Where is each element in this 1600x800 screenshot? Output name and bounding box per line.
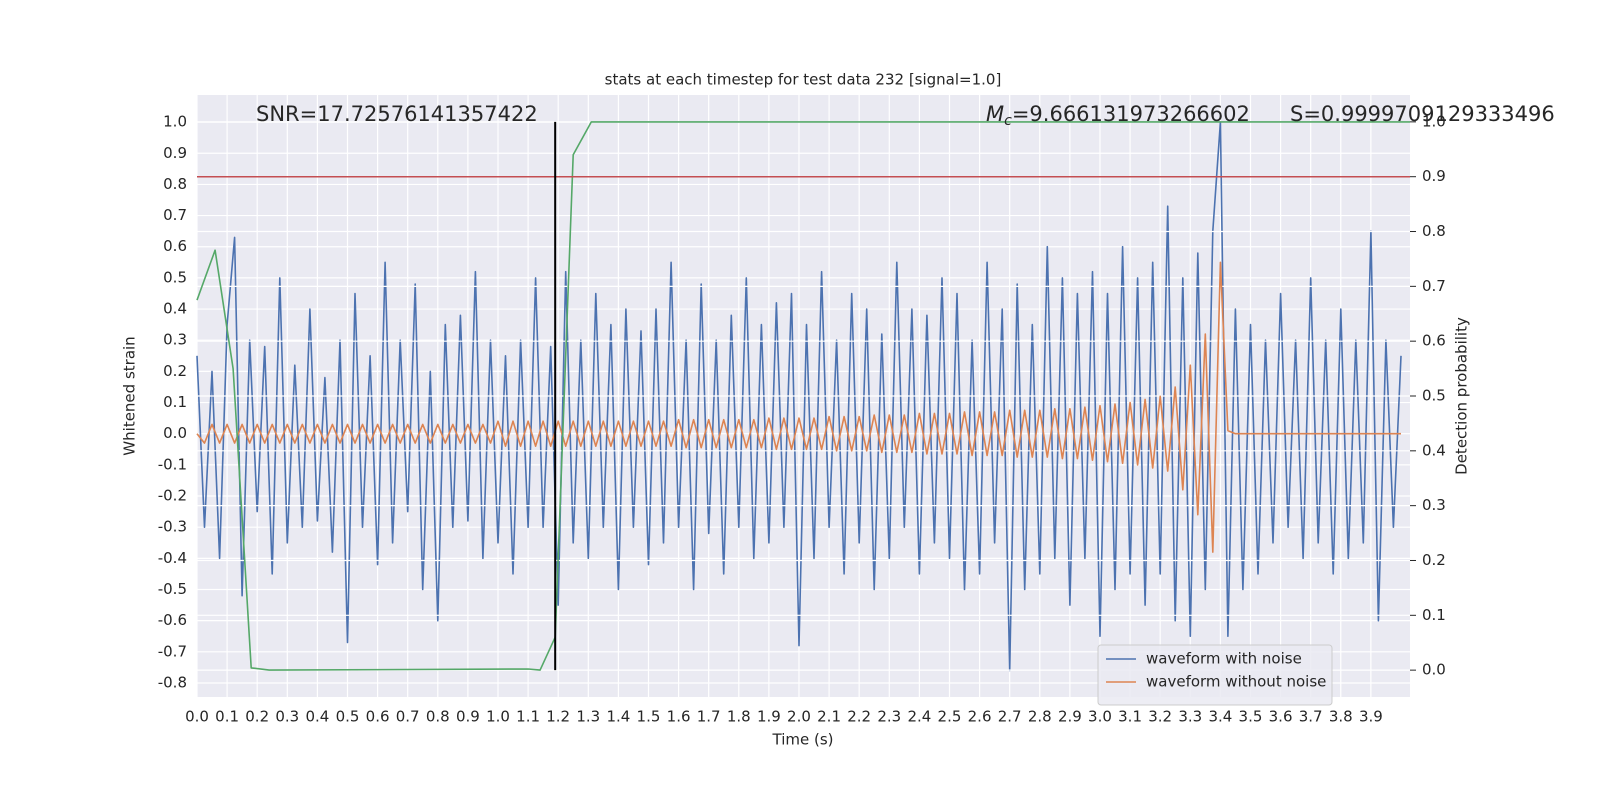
y-tick-label: 0.7 bbox=[163, 206, 187, 224]
mc-sub: c bbox=[1004, 113, 1012, 129]
y-tick-label: 0.6 bbox=[163, 237, 187, 255]
x-tick-label: 1.7 bbox=[697, 708, 721, 726]
x-tick-label: 2.7 bbox=[998, 708, 1022, 726]
y-tick-label: 1.0 bbox=[163, 113, 187, 131]
x-tick-label: 3.5 bbox=[1239, 708, 1263, 726]
x-tick-label: 2.6 bbox=[968, 708, 992, 726]
x-tick-label: 1.3 bbox=[576, 708, 600, 726]
x-tick-label: 2.2 bbox=[847, 708, 871, 726]
x-tick-label: 0.3 bbox=[275, 708, 299, 726]
y2-tick-label: 0.3 bbox=[1422, 496, 1446, 514]
mc-symbol: M bbox=[986, 102, 1004, 126]
x-tick-label: 3.6 bbox=[1269, 708, 1293, 726]
x-tick-label: 1.9 bbox=[757, 708, 781, 726]
x-tick-label: 1.2 bbox=[546, 708, 570, 726]
y-tick-label: -0.1 bbox=[158, 455, 187, 473]
x-tick-label: 3.8 bbox=[1329, 708, 1353, 726]
x-tick-label: 2.5 bbox=[938, 708, 962, 726]
y-tick-label: -0.4 bbox=[158, 549, 187, 567]
x-tick-label: 1.8 bbox=[727, 708, 751, 726]
y-tick-label: -0.3 bbox=[158, 518, 187, 536]
series-line bbox=[196, 121, 1402, 672]
y-tick-label: -0.6 bbox=[158, 611, 187, 629]
y-tick-label: -0.7 bbox=[158, 642, 187, 660]
chart-title: stats at each timestep for test data 232… bbox=[605, 71, 1002, 89]
x-tick-label: 0.6 bbox=[366, 708, 390, 726]
y2-tick-label: 1.0 bbox=[1422, 112, 1446, 130]
x-tick-label: 1.5 bbox=[637, 708, 661, 726]
x-axis-label: Time (s) bbox=[772, 731, 834, 749]
s-annotation: S=0.9999709129333496 bbox=[1290, 102, 1555, 126]
y-tick-label: 0.2 bbox=[163, 362, 187, 380]
x-tick-label: 2.0 bbox=[787, 708, 811, 726]
y-tick-label: 0.9 bbox=[163, 144, 187, 162]
x-tick-label: 2.4 bbox=[907, 708, 931, 726]
y-tick-label: 0.3 bbox=[163, 331, 187, 349]
y-tick-label: -0.8 bbox=[158, 673, 187, 691]
x-tick-label: 3.7 bbox=[1299, 708, 1323, 726]
x-tick-label: 3.3 bbox=[1178, 708, 1202, 726]
y2-tick-label: 0.7 bbox=[1422, 277, 1446, 295]
y-tick-label: 0.8 bbox=[163, 175, 187, 193]
y-tick-label: -0.2 bbox=[158, 487, 187, 505]
y2-axis-label: Detection probability bbox=[1453, 317, 1471, 475]
x-tick-label: 3.9 bbox=[1359, 708, 1383, 726]
snr-annotation: SNR=17.72576141357422 bbox=[256, 102, 538, 126]
y-tick-label: 0.1 bbox=[163, 393, 187, 411]
x-tick-label: 0.4 bbox=[305, 708, 329, 726]
x-tick-label: 3.4 bbox=[1208, 708, 1232, 726]
x-tick-label: 0.7 bbox=[396, 708, 420, 726]
x-tick-label: 2.1 bbox=[817, 708, 841, 726]
x-tick-label: 3.1 bbox=[1118, 708, 1142, 726]
y2-tick-label: 0.5 bbox=[1422, 387, 1446, 405]
y-tick-label: 0.5 bbox=[163, 268, 187, 286]
x-tick-label: 0.0 bbox=[185, 708, 209, 726]
y-axis-label: Whitened strain bbox=[121, 336, 139, 455]
y-tick-label: 0.4 bbox=[163, 300, 187, 318]
x-tick-label: 1.0 bbox=[486, 708, 510, 726]
x-tick-label: 3.0 bbox=[1088, 708, 1112, 726]
x-tick-label: 1.6 bbox=[667, 708, 691, 726]
mc-value: =9.666131973266602 bbox=[1012, 102, 1250, 126]
x-tick-label: 0.2 bbox=[245, 708, 269, 726]
legend-label: waveform without noise bbox=[1146, 673, 1326, 691]
legend-label: waveform with noise bbox=[1146, 650, 1302, 668]
x-tick-label: 0.9 bbox=[456, 708, 480, 726]
y2-tick-label: 0.8 bbox=[1422, 222, 1446, 240]
y2-tick-label: 0.9 bbox=[1422, 167, 1446, 185]
x-tick-label: 1.1 bbox=[516, 708, 540, 726]
x-tick-label: 2.3 bbox=[877, 708, 901, 726]
x-tick-label: 2.9 bbox=[1058, 708, 1082, 726]
x-tick-label: 0.1 bbox=[215, 708, 239, 726]
mc-annotation: Mc=9.666131973266602 bbox=[986, 102, 1250, 129]
y2-tick-label: 0.2 bbox=[1422, 551, 1446, 569]
x-tick-label: 1.4 bbox=[606, 708, 630, 726]
series-line bbox=[196, 121, 1410, 671]
y2-tick-label: 0.6 bbox=[1422, 332, 1446, 350]
x-tick-label: 3.2 bbox=[1148, 708, 1172, 726]
x-tick-label: 0.8 bbox=[426, 708, 450, 726]
x-tick-label: 0.5 bbox=[336, 708, 360, 726]
y2-tick-label: 0.4 bbox=[1422, 441, 1446, 459]
series-line bbox=[196, 261, 1401, 553]
y2-tick-label: 0.1 bbox=[1422, 606, 1446, 624]
y2-tick-label: 0.0 bbox=[1422, 661, 1446, 679]
x-tick-label: 2.8 bbox=[1028, 708, 1052, 726]
y-tick-label: -0.5 bbox=[158, 580, 187, 598]
legend-box bbox=[1097, 644, 1333, 706]
y-tick-label: 0.0 bbox=[163, 424, 187, 442]
